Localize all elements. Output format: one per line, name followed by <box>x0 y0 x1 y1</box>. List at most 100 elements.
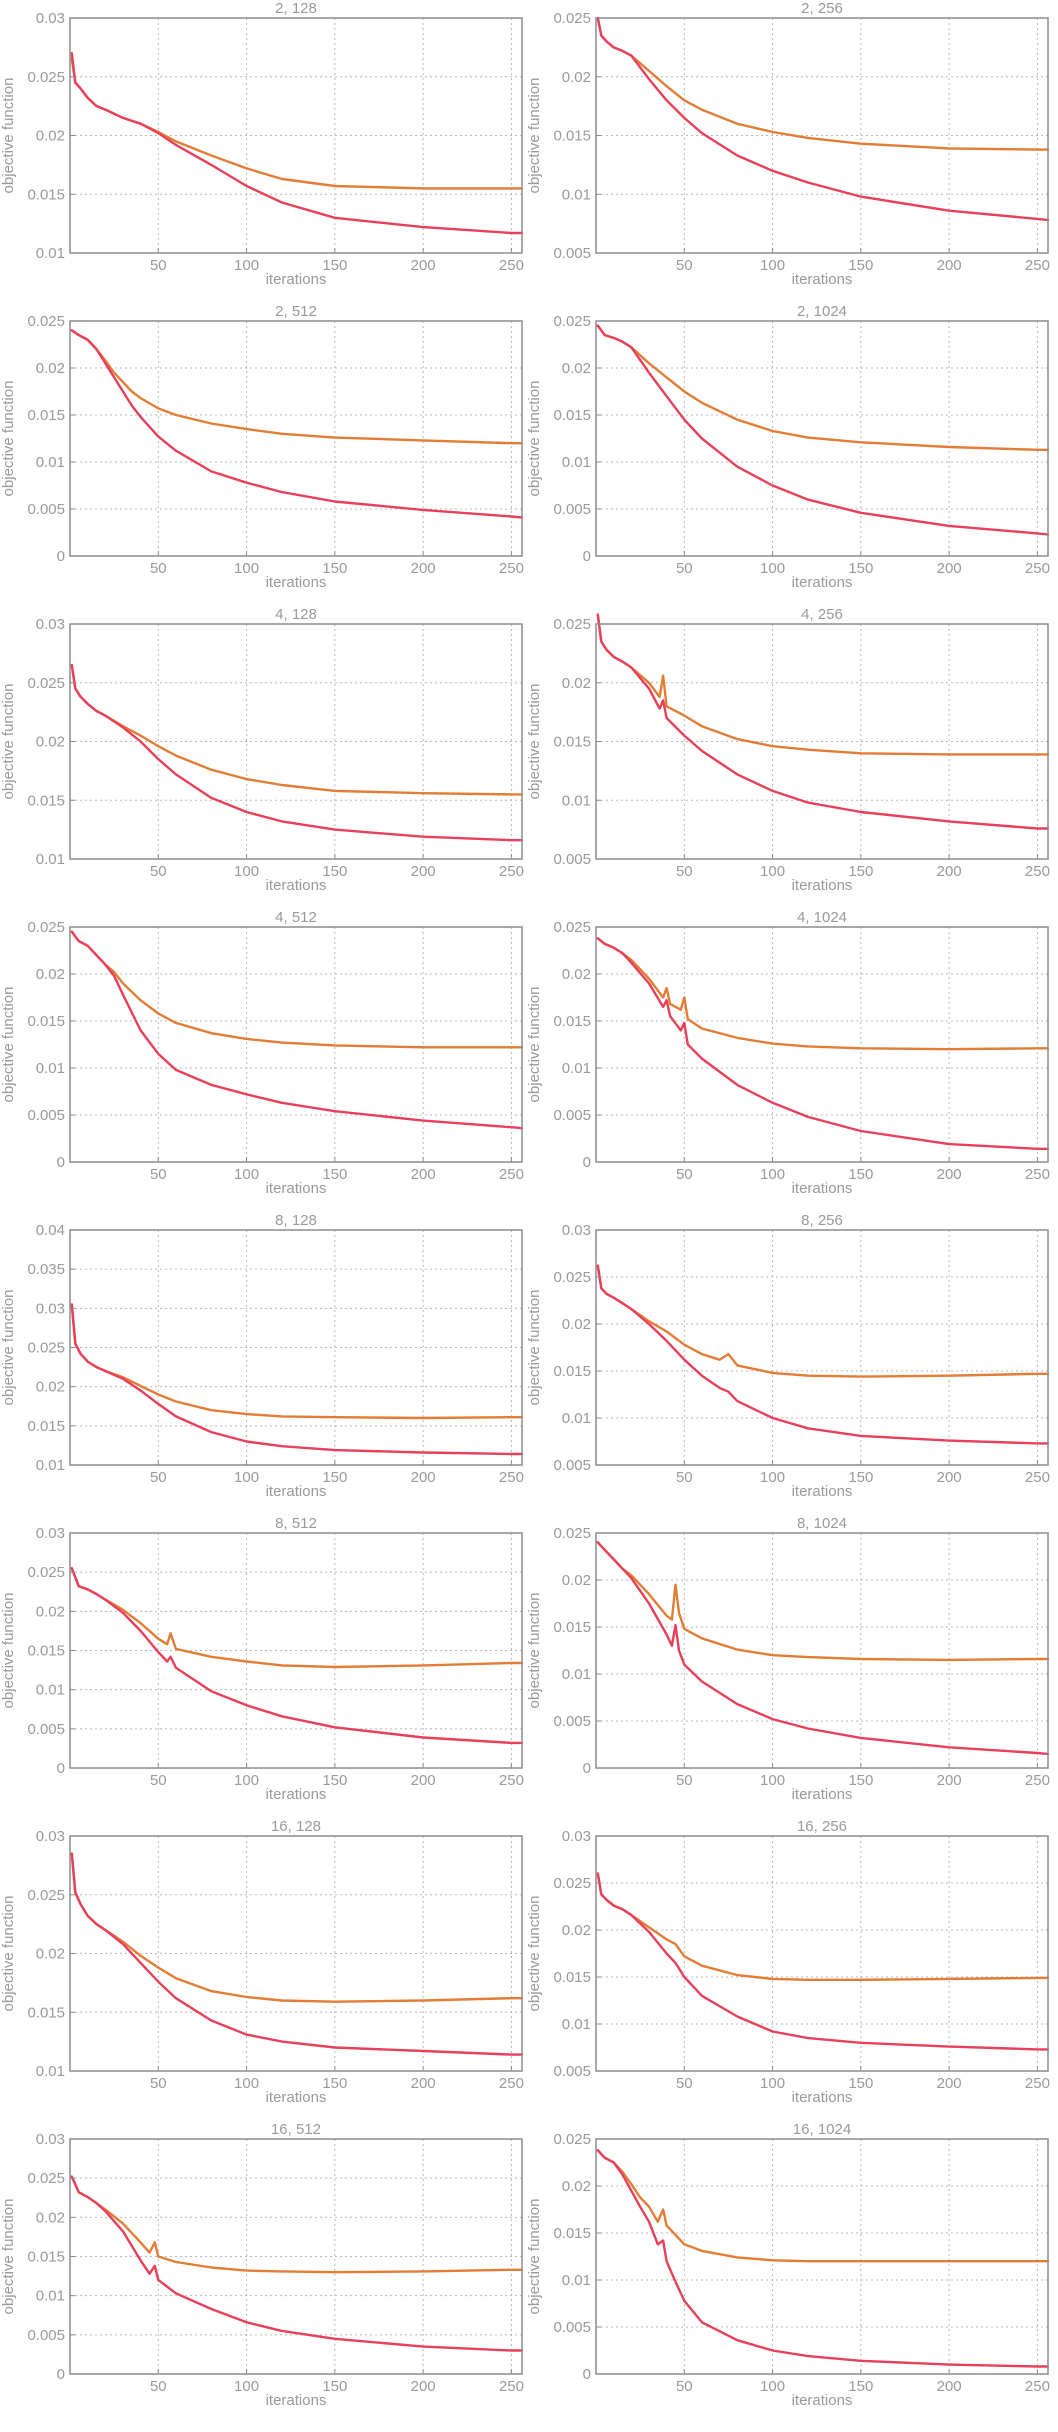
gridlines <box>70 18 522 253</box>
y-tick-label: 0.03 <box>36 2131 65 2148</box>
y-axis-label: objective function <box>0 381 17 497</box>
x-tick-label: 200 <box>937 1166 962 1183</box>
x-tick-label: 50 <box>150 1772 167 1789</box>
x-axis-label: iterations <box>266 1483 327 1500</box>
y-tick-label: 0.02 <box>36 128 65 145</box>
y-tick-label: 0.015 <box>27 1013 65 1030</box>
y-tick-label: 0.005 <box>27 501 65 518</box>
y-axis-label: objective function <box>526 78 543 194</box>
y-tick-label: 0.01 <box>36 1682 65 1699</box>
chart-panel-2: 50 100 150 200 250 0.005 0.01 0.015 0.02 0.025 2, … <box>0 0 1050 288</box>
chart-title: 8, 1024 <box>797 1515 847 1532</box>
x-axis-label: iterations <box>792 1786 853 1803</box>
x-axis-label: iterations <box>792 271 853 288</box>
y-tick-label: 0.03 <box>36 1525 65 1542</box>
x-axis-label: iterations <box>266 2089 327 2106</box>
y-tick-label: 0 <box>583 1154 591 1171</box>
y-tick-label: 0.01 <box>562 1060 591 1077</box>
x-tick-label: 200 <box>411 1166 436 1183</box>
chart-panel-10: 50 100 150 200 250 0.005 0.01 0.015 0.02 0.025 0.0… <box>0 0 1050 1500</box>
gridlines <box>70 1533 522 1768</box>
y-tick-label: 0.02 <box>36 360 65 377</box>
x-tick-label: 150 <box>322 2075 347 2092</box>
x-tick-label: 100 <box>234 863 259 880</box>
chart-title: 2, 512 <box>275 303 317 320</box>
x-tick-label: 150 <box>848 560 873 577</box>
x-tick-label: 150 <box>322 560 347 577</box>
chart-title: 16, 128 <box>271 1818 321 1835</box>
series-line-red <box>596 1872 1050 2051</box>
chart-title: 4, 128 <box>275 606 317 623</box>
x-tick-label: 50 <box>150 2378 167 2395</box>
y-tick-label: 0.02 <box>562 2178 591 2195</box>
chart-title: 16, 256 <box>797 1818 847 1835</box>
x-tick-label: 250 <box>1025 560 1050 577</box>
y-axis-label: objective function <box>0 987 17 1103</box>
x-tick-label: 50 <box>676 1166 693 1183</box>
x-tick-label: 150 <box>322 1469 347 1486</box>
gridlines <box>596 1230 1048 1465</box>
y-tick-label: 0.015 <box>553 1363 591 1380</box>
series-line-red <box>596 937 1050 1151</box>
chart-panel-7: 50 100 150 200 250 0 0.005 0.01 0.015 0.02 0.025 4,… <box>0 0 524 1197</box>
y-tick-label: 0.005 <box>553 1713 591 1730</box>
x-tick-label: 100 <box>760 1469 785 1486</box>
chart-title: 8, 256 <box>801 1212 843 1229</box>
x-axis-label: iterations <box>266 2392 327 2409</box>
y-axis-label: objective function <box>0 684 17 800</box>
x-tick-label: 250 <box>499 1469 524 1486</box>
x-tick-label: 50 <box>676 1469 693 1486</box>
series-line-red <box>596 1264 1050 1445</box>
y-tick-label: 0.015 <box>27 186 65 203</box>
y-tick-label: 0.03 <box>36 1828 65 1845</box>
y-tick-label: 0.005 <box>553 1457 591 1474</box>
x-axis-label: iterations <box>792 877 853 894</box>
y-tick-label: 0.02 <box>36 966 65 983</box>
y-tick-label: 0.02 <box>562 360 591 377</box>
y-tick-label: 0.025 <box>27 69 65 86</box>
y-tick-label: 0.015 <box>27 792 65 809</box>
x-tick-label: 100 <box>760 863 785 880</box>
chart-panel-4: 50 100 150 200 250 0 0.005 0.01 0.015 0.02 0.025 2,… <box>0 0 1050 591</box>
y-tick-label: 0.025 <box>27 919 65 936</box>
x-tick-label: 250 <box>499 1772 524 1789</box>
x-tick-label: 250 <box>499 2075 524 2092</box>
x-tick-label: 100 <box>760 257 785 274</box>
x-tick-label: 50 <box>676 560 693 577</box>
series-line-red <box>70 2175 524 2352</box>
gridlines <box>70 1230 522 1465</box>
x-tick-label: 200 <box>411 863 436 880</box>
y-tick-label: 0.025 <box>27 1340 65 1357</box>
y-tick-label: 0.02 <box>36 2209 65 2226</box>
x-axis-label: iterations <box>792 1180 853 1197</box>
y-tick-label: 0.02 <box>562 1922 591 1939</box>
axes-frame <box>595 2138 1049 2375</box>
axes-frame <box>595 320 1049 557</box>
chart-panel-6: 50 100 150 200 250 0.005 0.01 0.015 0.02 0.025 4, … <box>0 0 1050 894</box>
y-tick-label: 0.02 <box>562 675 591 692</box>
y-tick-label: 0.005 <box>553 245 591 262</box>
x-axis-label: iterations <box>792 574 853 591</box>
y-tick-label: 0.03 <box>36 10 65 27</box>
series-line-orange <box>596 2149 1050 2263</box>
x-axis-label: iterations <box>266 1180 327 1197</box>
chart-title: 8, 512 <box>275 1515 317 1532</box>
y-axis-label: objective function <box>526 684 543 800</box>
x-tick-label: 200 <box>411 2378 436 2395</box>
y-tick-label: 0.025 <box>27 1887 65 1904</box>
y-tick-label: 0.025 <box>553 919 591 936</box>
y-tick-label: 0.01 <box>36 2288 65 2305</box>
x-tick-label: 50 <box>150 1469 167 1486</box>
chart-title: 16, 1024 <box>793 2121 851 2138</box>
gridlines <box>596 18 1048 253</box>
series-line-red <box>70 930 524 1130</box>
x-tick-label: 100 <box>760 1166 785 1183</box>
